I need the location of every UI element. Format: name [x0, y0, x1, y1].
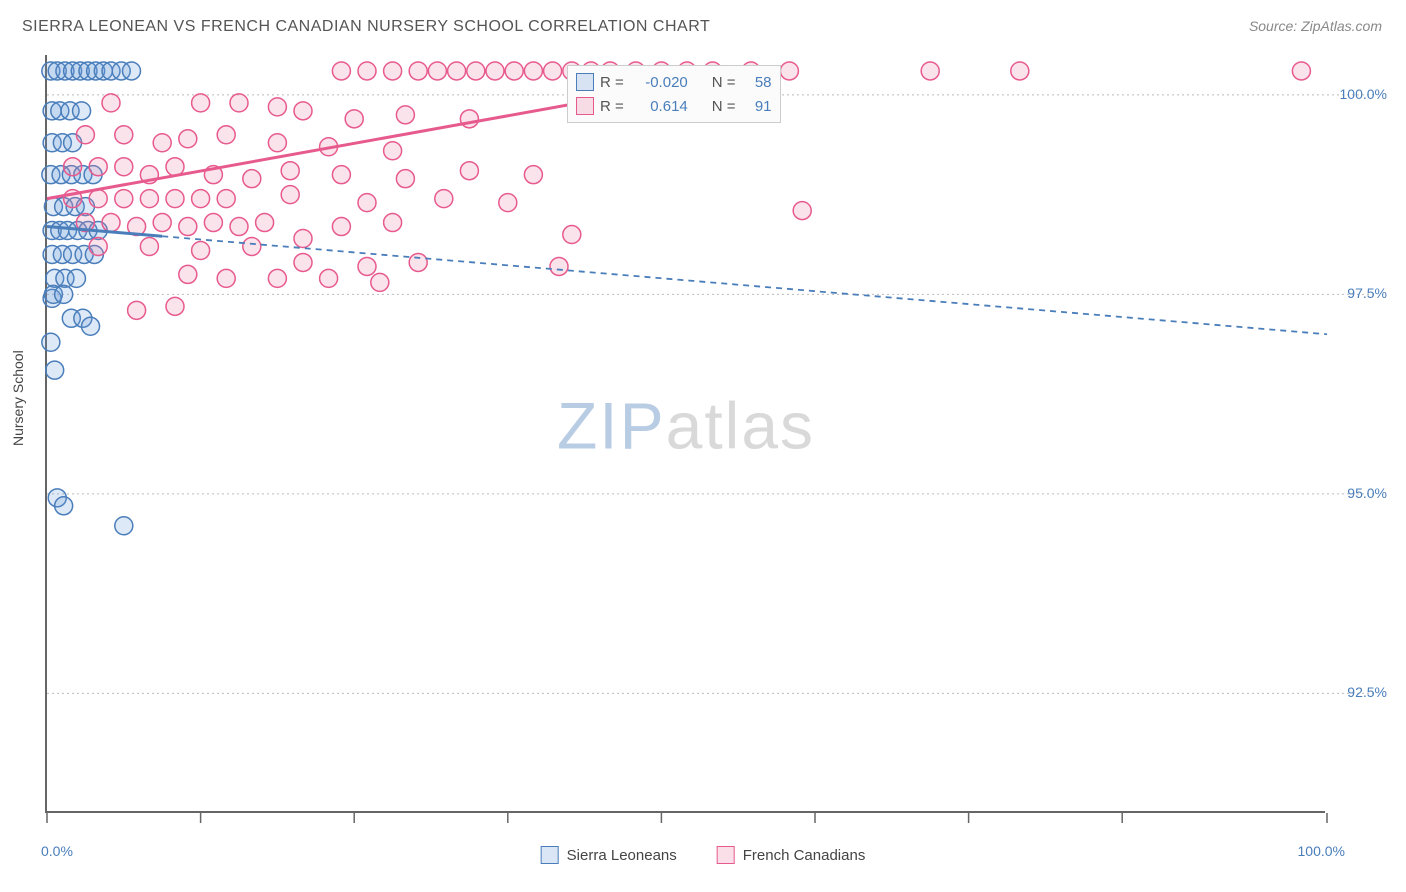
n-value-blue: 58 — [742, 74, 772, 91]
legend-row-pink: R = 0.614 N = 91 — [576, 94, 772, 118]
x-tick-right: 100.0% — [1298, 843, 1345, 859]
swatch-pink-icon — [717, 846, 735, 864]
r-value-pink: 0.614 — [630, 98, 688, 115]
bottom-legend-item-pink: French Canadians — [717, 846, 866, 864]
correlation-legend: R = -0.020 N = 58 R = 0.614 N = 91 — [567, 65, 781, 123]
scatter-chart-svg — [47, 55, 1325, 811]
plot-area: ZIPatlas R = -0.020 N = 58 R = 0.614 N =… — [45, 55, 1325, 813]
y-tick-label: 97.5% — [1347, 285, 1387, 301]
n-label: N = — [712, 74, 736, 91]
r-label: R = — [600, 98, 624, 115]
y-tick-label: 100.0% — [1340, 86, 1387, 102]
series-label-pink: French Canadians — [743, 847, 866, 864]
y-axis-label: Nursery School — [10, 350, 26, 446]
legend-row-blue: R = -0.020 N = 58 — [576, 70, 772, 94]
source-credit: Source: ZipAtlas.com — [1249, 18, 1382, 34]
chart-title: SIERRA LEONEAN VS FRENCH CANADIAN NURSER… — [22, 18, 710, 36]
swatch-blue-icon — [576, 73, 594, 91]
y-tick-label: 95.0% — [1347, 485, 1387, 501]
series-label-blue: Sierra Leoneans — [567, 847, 677, 864]
swatch-pink-icon — [576, 97, 594, 115]
bottom-legend-item-blue: Sierra Leoneans — [541, 846, 677, 864]
y-tick-label: 92.5% — [1347, 684, 1387, 700]
r-value-blue: -0.020 — [630, 74, 688, 91]
n-value-pink: 91 — [742, 98, 772, 115]
x-tick-left: 0.0% — [41, 843, 73, 859]
n-label: N = — [712, 98, 736, 115]
r-label: R = — [600, 74, 624, 91]
swatch-blue-icon — [541, 846, 559, 864]
bottom-legend: Sierra Leoneans French Canadians — [541, 846, 866, 864]
